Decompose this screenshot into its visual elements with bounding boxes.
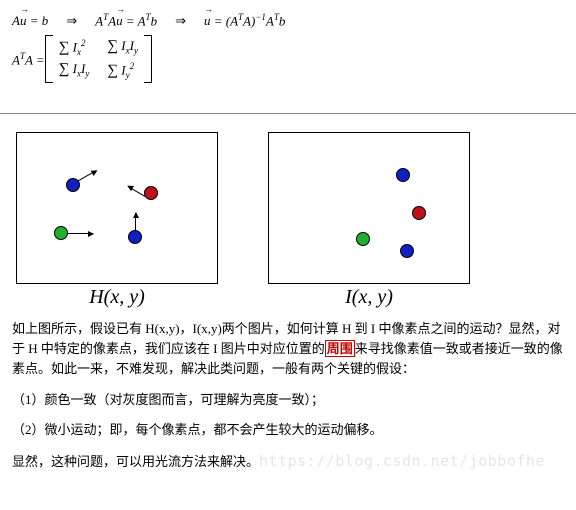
m22: ∑ Iy2	[107, 61, 138, 80]
p4-text: 显然，这种问题，可以用光流方法来解决。	[12, 454, 259, 469]
eq1-part1: Au = b	[12, 13, 48, 29]
paragraph-1: 如上图所示，假设已有 H(x,y)，I(x,y)两个图片，如何计算 H 到 I …	[12, 319, 564, 379]
eq1-part2: ATAu = ATb	[95, 12, 157, 29]
paragraph-2: （1）颜色一致（对灰度图而言，可理解为亮度一致）；	[12, 390, 564, 410]
watermark-url: https://blog.csdn.net/jobbofhe	[259, 452, 545, 470]
arrow	[135, 213, 136, 231]
dot	[356, 232, 370, 246]
dot	[144, 186, 158, 200]
dot	[400, 244, 414, 258]
eq2-lhs: ATA =	[12, 51, 45, 68]
implies-1: ⇒	[66, 13, 77, 29]
equation-row-2: ATA = ∑ Ix2 ∑ IxIy ∑ IxIy ∑ Iy2	[12, 35, 564, 83]
figure-left-box	[16, 132, 218, 284]
page-break	[0, 113, 576, 114]
figure-row: H(x, y) I(x, y)	[16, 132, 560, 309]
eq1-part3: u = (ATA)−1ATb	[204, 12, 285, 29]
matrix-ata: ∑ Ix2 ∑ IxIy ∑ IxIy ∑ Iy2	[45, 35, 152, 83]
figure-right-label: I(x, y)	[345, 286, 393, 309]
m11: ∑ Ix2	[59, 38, 90, 57]
dot	[54, 226, 68, 240]
m12: ∑ IxIy	[107, 38, 138, 57]
implies-2: ⇒	[175, 13, 186, 29]
highlight-word: 周围	[325, 340, 355, 357]
figure-left-label: H(x, y)	[89, 286, 145, 309]
paragraph-4: 显然，这种问题，可以用光流方法来解决。https://blog.csdn.net…	[12, 450, 564, 473]
arrow	[128, 186, 146, 197]
bracket-left	[45, 35, 53, 83]
dot	[412, 206, 426, 220]
equation-row-1: Au = b ⇒ ATAu = ATb ⇒ u = (ATA)−1ATb	[12, 12, 564, 29]
dot	[396, 168, 410, 182]
dot	[128, 230, 142, 244]
figure-right-box	[268, 132, 470, 284]
figure-right: I(x, y)	[268, 132, 470, 309]
arrow	[77, 170, 97, 182]
arrow	[67, 233, 93, 234]
figure-left: H(x, y)	[16, 132, 218, 309]
bracket-right	[144, 35, 152, 83]
paragraph-3: （2）微小运动；即，每个像素点，都不会产生较大的运动偏移。	[12, 420, 564, 440]
m21: ∑ IxIy	[59, 61, 90, 80]
